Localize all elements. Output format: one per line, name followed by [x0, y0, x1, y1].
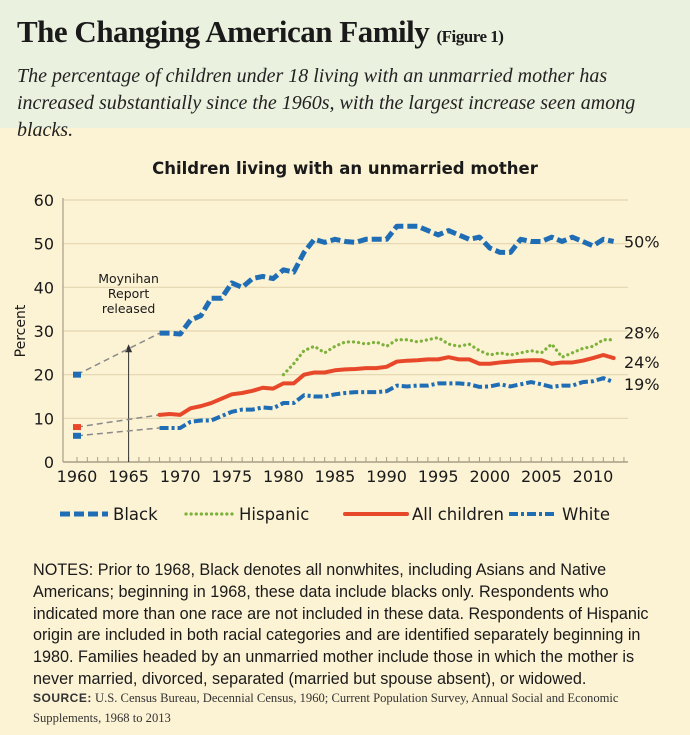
- point-1960: [73, 371, 81, 378]
- legend-label: White: [562, 505, 610, 524]
- header-band: The Changing American Family (Figure 1) …: [0, 0, 690, 141]
- x-tick-label: 1975: [211, 467, 252, 486]
- y-tick-label: 50: [34, 235, 54, 254]
- figure-subtitle: The percentage of children under 18 livi…: [17, 65, 636, 141]
- legend-label: Black: [113, 505, 158, 524]
- x-tick-label: 1970: [160, 467, 201, 486]
- annotation-text: Report: [108, 286, 150, 301]
- notes-text: NOTES: Prior to 1968, Black denotes all …: [33, 561, 649, 688]
- title-text: The Changing American Family: [17, 14, 430, 49]
- point-1960: [73, 432, 81, 439]
- annotation-text: released: [102, 301, 156, 316]
- end-label: 24%: [624, 353, 660, 372]
- end-label: 19%: [624, 375, 660, 394]
- end-label: 28%: [624, 324, 660, 343]
- series-line-hispanic: [281, 335, 616, 377]
- connector-1960-1968: [76, 427, 160, 437]
- x-tick-label: 1960: [57, 467, 98, 486]
- source-body: U.S. Census Bureau, Decennial Census, 19…: [33, 691, 619, 725]
- y-tick-label: 0: [44, 453, 54, 472]
- legend-label: Hispanic: [239, 505, 309, 524]
- source-text: SOURCE: U.S. Census Bureau, Decennial Ce…: [33, 688, 673, 728]
- y-tick-label: 20: [34, 366, 54, 385]
- figure-label: (Figure 1): [436, 27, 504, 46]
- x-tick-label: 1985: [315, 467, 356, 486]
- point-1960: [73, 424, 81, 431]
- y-axis-label: Percent: [13, 304, 29, 357]
- y-tick-label: 10: [34, 409, 54, 428]
- series-line-white: [159, 376, 615, 430]
- y-tick-label: 40: [34, 278, 54, 297]
- x-tick-label: 1980: [263, 467, 304, 486]
- connector-1960-1968: [76, 414, 160, 428]
- end-label: 50%: [624, 232, 660, 251]
- x-tick-label: 1965: [108, 467, 149, 486]
- y-tick-label: 30: [34, 322, 54, 341]
- annotation-text: Moynihan: [98, 271, 159, 286]
- legend-label: All children: [412, 505, 504, 524]
- x-tick-label: 2000: [469, 467, 510, 486]
- series-line-all-children: [157, 353, 616, 417]
- connector-1960-1968: [76, 332, 160, 376]
- x-tick-label: 2010: [573, 467, 614, 486]
- figure-title: The Changing American Family (Figure 1): [17, 14, 504, 50]
- source-label: SOURCE:: [33, 691, 92, 705]
- y-tick-label: 60: [34, 191, 54, 210]
- x-tick-label: 1995: [418, 467, 459, 486]
- chart-title: Children living with an unmarried mother: [152, 159, 539, 178]
- series-line-black: [159, 223, 615, 337]
- line-chart: Children living with an unmarried mother…: [13, 159, 660, 524]
- x-tick-label: 1990: [366, 467, 407, 486]
- x-tick-label: 2005: [521, 467, 562, 486]
